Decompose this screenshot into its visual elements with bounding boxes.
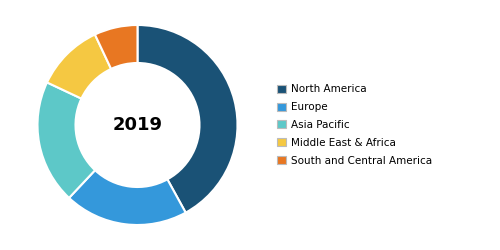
- Wedge shape: [138, 25, 237, 213]
- Legend: North America, Europe, Asia Pacific, Middle East & Africa, South and Central Ame: North America, Europe, Asia Pacific, Mid…: [275, 82, 434, 168]
- Wedge shape: [38, 82, 95, 198]
- Wedge shape: [47, 34, 111, 98]
- Text: 2019: 2019: [112, 116, 162, 134]
- Wedge shape: [95, 25, 138, 69]
- Wedge shape: [69, 170, 186, 225]
